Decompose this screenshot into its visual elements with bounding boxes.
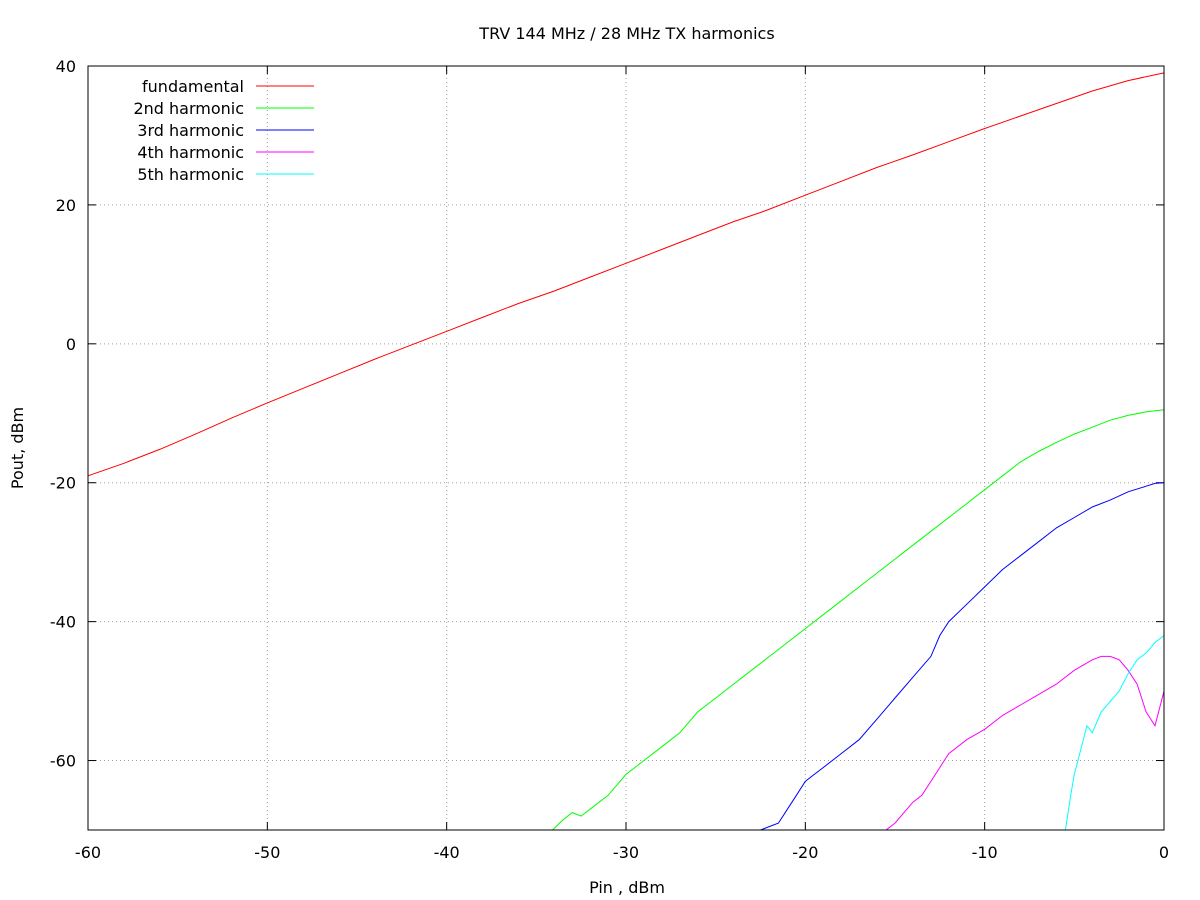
chart-title: TRV 144 MHz / 28 MHz TX harmonics xyxy=(478,24,774,43)
series-5th-harmonic xyxy=(1064,635,1165,831)
x-tick-label: -30 xyxy=(613,843,639,862)
legend-label-fundamental: fundamental xyxy=(142,77,244,96)
legend-label-2nd-harmonic: 2nd harmonic xyxy=(133,99,244,118)
x-axis-title: Pin , dBm xyxy=(589,878,665,897)
legend-label-3rd-harmonic: 3rd harmonic xyxy=(137,121,244,140)
y-tick-label: -40 xyxy=(50,613,76,632)
plot-frame xyxy=(87,65,1165,831)
legend: fundamental 2nd harmonic 3rd harmonic 4th h… xyxy=(133,77,314,184)
series-lines xyxy=(87,72,1165,831)
y-tick-label: -60 xyxy=(50,752,76,771)
x-tick-label: -20 xyxy=(792,843,818,862)
y-tick-label: 40 xyxy=(56,57,76,76)
series-2nd-harmonic xyxy=(552,409,1165,831)
x-tick-label: -40 xyxy=(434,843,460,862)
series-4th-harmonic xyxy=(885,655,1165,831)
y-tick-label: -20 xyxy=(50,474,76,493)
series-3rd-harmonic xyxy=(760,482,1165,831)
x-tick-label: -10 xyxy=(972,843,998,862)
y-tick-label: 20 xyxy=(56,196,76,215)
series-fundamental xyxy=(87,72,1165,477)
y-tick-label: 0 xyxy=(66,335,76,354)
tick-labels: -60 -50 -40 -30 -20 -10 0 -60 -40 -20 0 20 40 xyxy=(50,57,1169,862)
x-tick-label: -50 xyxy=(254,843,280,862)
x-tick-label: 0 xyxy=(1159,843,1169,862)
legend-label-5th-harmonic: 5th harmonic xyxy=(137,165,244,184)
grid xyxy=(88,66,1164,830)
x-tick-label: -60 xyxy=(75,843,101,862)
y-axis-title: Pout, dBm xyxy=(8,407,27,489)
legend-label-4th-harmonic: 4th harmonic xyxy=(137,143,244,162)
